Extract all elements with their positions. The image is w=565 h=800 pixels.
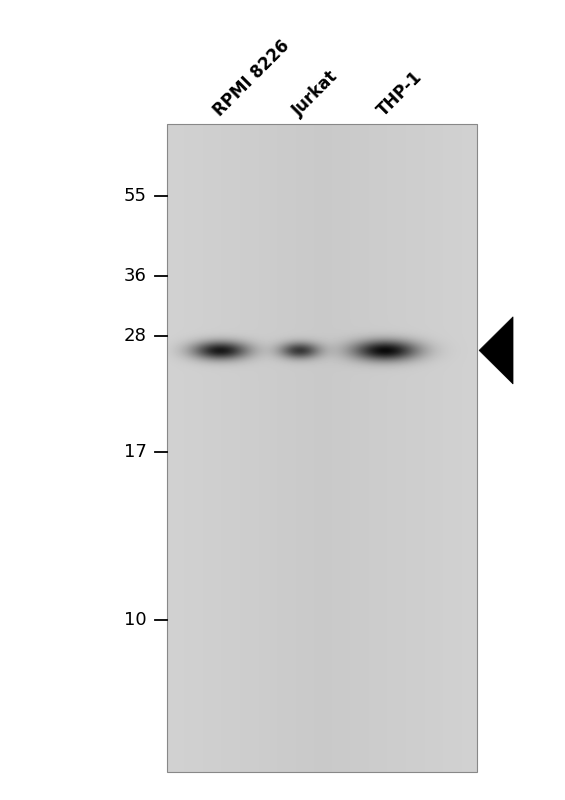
Text: RPMI 8226: RPMI 8226 xyxy=(210,37,294,120)
Text: 36: 36 xyxy=(124,267,147,285)
Bar xyxy=(167,124,477,772)
Text: 10: 10 xyxy=(124,611,147,629)
Text: 55: 55 xyxy=(124,187,147,205)
Text: THP-1: THP-1 xyxy=(374,68,426,120)
Polygon shape xyxy=(479,317,513,384)
Text: 28: 28 xyxy=(124,327,147,345)
Text: 17: 17 xyxy=(124,443,147,461)
Text: Jurkat: Jurkat xyxy=(289,67,342,120)
